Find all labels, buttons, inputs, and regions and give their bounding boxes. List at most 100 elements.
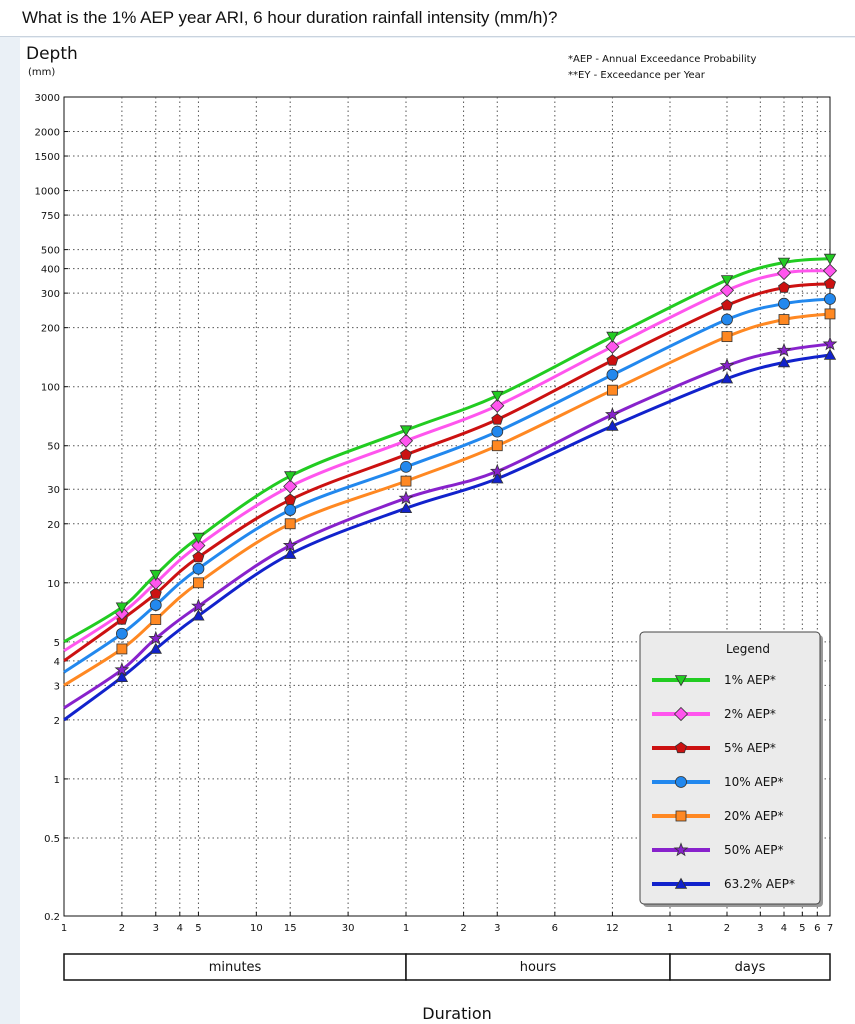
x-group-box (669, 953, 831, 981)
legend-box (639, 631, 821, 905)
legend-swatch-marker (675, 741, 687, 754)
y-tick-label: 100 (41, 383, 60, 394)
series-point (721, 331, 733, 343)
idf-chart: Depth (mm) *AEP - Annual Exceedance Prob… (26, 44, 838, 1023)
legend-entry-label: 50% AEP* (724, 843, 784, 857)
series-point (720, 275, 734, 287)
legend-entry-label: 20% AEP* (724, 809, 784, 823)
y-axis-label: Depth (26, 44, 78, 64)
series-point (778, 314, 790, 325)
series-5aep (63, 277, 836, 663)
series-point (115, 627, 128, 640)
series-point (283, 479, 298, 494)
question-bar: What is the 1% AEP year ARI, 6 hour dura… (0, 0, 855, 37)
x-group-label: minutes (209, 960, 262, 975)
legend-swatch-marker (673, 706, 689, 722)
series-point (399, 425, 413, 437)
legend-entry-label: 10% AEP* (724, 775, 784, 789)
y-tick-label: 400 (41, 265, 60, 276)
x-axis-label: Duration (422, 1004, 492, 1023)
series-point (398, 490, 414, 505)
series-point (824, 293, 836, 305)
series-point (284, 547, 297, 559)
series-point (823, 253, 837, 265)
y-axis-unit: (mm) (28, 67, 55, 78)
x-tick-label: 1 (403, 923, 409, 934)
legend-swatch-marker (675, 810, 687, 822)
y-tick-label: 200 (41, 324, 60, 335)
y-tick-label: 1 (54, 775, 60, 786)
x-tick-label: 5 (799, 923, 805, 934)
legend-entry-label: 1% AEP* (724, 673, 776, 687)
series-point (491, 472, 504, 484)
x-group-box (405, 953, 671, 981)
series-point (149, 642, 162, 654)
series-point (822, 263, 838, 278)
legend-swatch-marker (674, 877, 688, 889)
series-point (115, 602, 129, 614)
x-tick-label: 12 (606, 923, 619, 934)
series-point (192, 562, 205, 575)
x-tick-label: 30 (342, 923, 355, 934)
x-tick-label: 7 (827, 923, 833, 934)
series-point (605, 339, 620, 354)
legend-entry-label: 2% AEP* (724, 707, 776, 721)
series-point (777, 356, 791, 368)
series-point (720, 372, 734, 384)
y-tick-label: 0.2 (44, 912, 60, 923)
series-point (823, 348, 837, 360)
y-tick-label: 750 (41, 211, 60, 222)
series-point (284, 471, 297, 483)
series-20aep (63, 308, 836, 687)
series-point (822, 336, 838, 351)
series-point (191, 598, 206, 613)
series-point (282, 537, 298, 552)
y-tick-label: 1000 (35, 187, 60, 198)
chart-panel: Depth (mm) *AEP - Annual Exceedance Prob… (20, 38, 855, 1024)
note-aep: *AEP - Annual Exceedance Probability (568, 54, 757, 65)
series-point (824, 308, 836, 320)
series-50aep (63, 336, 838, 710)
legend-entry-label: 63.2% AEP* (724, 877, 795, 891)
y-tick-label: 3 (54, 681, 60, 692)
series-point (491, 440, 503, 452)
x-group-label: hours (520, 960, 557, 975)
legend-swatch-marker (675, 776, 687, 788)
series-point (607, 384, 618, 396)
question-text: What is the 1% AEP year ARI, 6 hour dura… (22, 8, 558, 27)
x-tick-label: 1 (61, 923, 67, 934)
series-point (284, 493, 297, 505)
y-tick-label: 50 (47, 442, 60, 453)
series-point (719, 357, 735, 372)
x-tick-label: 5 (195, 923, 201, 934)
series-point (192, 551, 205, 563)
x-tick-label: 1 (667, 923, 673, 934)
legend-swatch-marker (674, 675, 688, 687)
x-tick-label: 3 (153, 923, 159, 934)
series-point (192, 532, 205, 544)
series-point (491, 390, 504, 403)
series-point (606, 419, 619, 431)
series-point (114, 662, 130, 677)
series-point (115, 670, 129, 682)
series-point (606, 354, 619, 366)
series-point (193, 577, 204, 589)
legend-title: Legend (726, 642, 770, 656)
series-point (149, 569, 162, 582)
series-point (284, 518, 296, 530)
series-point (491, 413, 504, 425)
y-tick-label: 3000 (35, 93, 60, 104)
series-point (398, 433, 414, 448)
x-group-box (63, 953, 407, 981)
series-point (719, 283, 735, 298)
series-point (400, 475, 412, 487)
series-point (721, 299, 733, 311)
series-point (491, 425, 504, 438)
y-tick-label: 4 (54, 657, 60, 668)
x-tick-label: 6 (552, 923, 558, 934)
y-tick-label: 10 (47, 579, 60, 590)
series-1aep (63, 253, 837, 644)
y-tick-label: 20 (47, 520, 60, 531)
x-tick-label: 3 (494, 923, 500, 934)
series-point (606, 331, 619, 343)
